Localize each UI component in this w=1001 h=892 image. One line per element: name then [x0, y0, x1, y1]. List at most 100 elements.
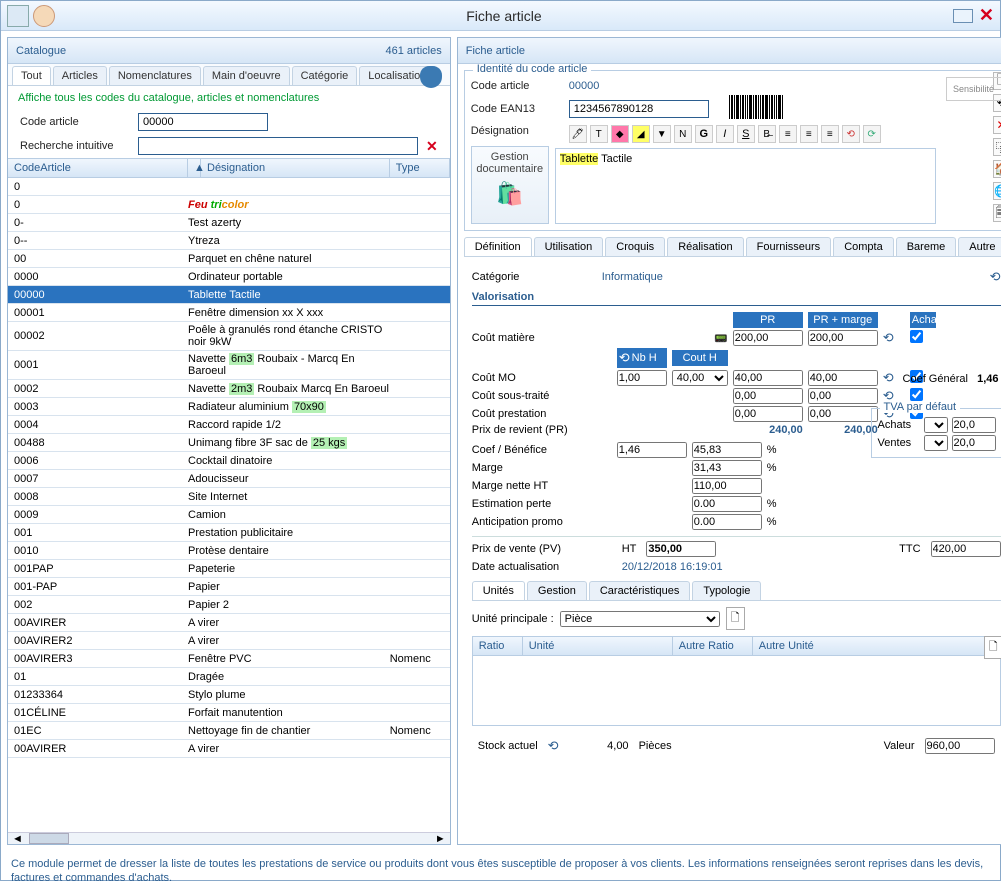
table-row[interactable]: 00AVIRER2A virer [8, 632, 450, 650]
table-row[interactable]: 002Papier 2 [8, 596, 450, 614]
table-row[interactable]: 0002Navette 2m3 Roubaix Marcq En Baroeul [8, 380, 450, 398]
font-icon[interactable]: 🖊 [569, 125, 587, 143]
table-row[interactable]: 00AVIRER3Fenêtre PVCNomenc [8, 650, 450, 668]
fiche-tab-6[interactable]: Bareme [896, 237, 957, 256]
fiche-tab-3[interactable]: Réalisation [667, 237, 743, 256]
table-row[interactable]: 01ECNettoyage fin de chantierNomenc [8, 722, 450, 740]
refresh-cm-icon[interactable]: ⟲ [883, 330, 905, 346]
table-row[interactable]: 0004Raccord rapide 1/2 [8, 416, 450, 434]
refresh-categorie-icon[interactable]: ⟲ [990, 269, 1001, 285]
cout-matiere-ck[interactable] [910, 330, 923, 343]
code-article-input[interactable] [138, 113, 268, 131]
dropdown-icon[interactable]: ▼ [653, 125, 671, 143]
categorie-value[interactable]: Informatique [602, 271, 990, 283]
refresh-mo-icon[interactable]: ⟲ [883, 370, 905, 386]
strike-icon[interactable]: B̶ [758, 125, 776, 143]
cout-pres-pr[interactable] [733, 406, 803, 422]
table-row[interactable]: 0Feu tricolor [8, 196, 450, 214]
stock-valeur[interactable] [925, 738, 995, 754]
fiche-tab-4[interactable]: Fournisseurs [746, 237, 832, 256]
cout-st-pr[interactable] [733, 388, 803, 404]
fiche-tab-1[interactable]: Utilisation [534, 237, 604, 256]
unit-princ-select[interactable]: Pièce [560, 611, 720, 627]
table-row[interactable]: 0 [8, 178, 450, 196]
fiche-tab-7[interactable]: Autre [958, 237, 1001, 256]
cout-mo-pr[interactable] [733, 370, 803, 386]
unit-tab-1[interactable]: Gestion [527, 581, 587, 600]
table-row[interactable]: 00001Fenêtre dimension xx X xxx [8, 304, 450, 322]
table-row[interactable]: 0007Adoucisseur [8, 470, 450, 488]
table-row[interactable]: 0001Navette 6m3 Roubaix - Marcq En Baroe… [8, 351, 450, 380]
catalogue-tab-0[interactable]: Tout [12, 66, 51, 85]
table-row[interactable]: 00000Tablette Tactile [8, 286, 450, 304]
unit-tab-0[interactable]: Unités [472, 581, 525, 600]
table-row[interactable]: 00AVIRERA virer [8, 614, 450, 632]
table-row[interactable]: 0008Site Internet [8, 488, 450, 506]
cout-matiere-pr[interactable] [733, 330, 803, 346]
table-row[interactable]: 0-Test azerty [8, 214, 450, 232]
table-row[interactable]: 001Prestation publicitaire [8, 524, 450, 542]
refresh-stock-icon[interactable]: ⟲ [548, 738, 559, 754]
table-row[interactable]: 00AVIRERA virer [8, 740, 450, 758]
coef-1[interactable] [617, 442, 687, 458]
table-row[interactable]: 0003Radiateur aluminium 70x90 [8, 398, 450, 416]
new-row-icon[interactable]: 🗋 [984, 636, 1001, 659]
highlight-icon[interactable]: ◢ [632, 125, 650, 143]
undo-icon[interactable]: ⟲ [842, 125, 860, 143]
cout-mo-nbh[interactable] [617, 370, 667, 386]
cout-mo-couth[interactable]: 40,00 [672, 370, 728, 386]
tva-ventes-select[interactable] [924, 435, 948, 451]
coef-2[interactable] [692, 442, 762, 458]
unit-grid[interactable] [472, 656, 1001, 726]
sensibilite-button[interactable]: Sensibilité [946, 77, 1001, 101]
align-right-icon[interactable]: ≡ [821, 125, 839, 143]
recherche-input[interactable] [138, 137, 418, 155]
new-unit-icon[interactable]: 🗋 [726, 607, 745, 630]
designation-editor[interactable]: Tablette Tactile [555, 148, 936, 224]
normal-icon[interactable]: N [674, 125, 692, 143]
est-perte-v[interactable] [692, 496, 762, 512]
table-row[interactable]: 0000Ordinateur portable [8, 268, 450, 286]
col-type[interactable]: Type [390, 159, 450, 177]
gestion-doc-button[interactable]: Gestion documentaire 🛍️ [471, 146, 549, 224]
cout-st-ck[interactable] [910, 388, 923, 401]
table-row[interactable]: 001-PAPPapier [8, 578, 450, 596]
tva-ventes-v[interactable] [952, 435, 996, 451]
fiche-tab-5[interactable]: Compta [833, 237, 894, 256]
pv-ttc[interactable] [931, 541, 1001, 557]
table-row[interactable]: 01Dragée [8, 668, 450, 686]
marge-ht-v[interactable] [692, 478, 762, 494]
horizontal-scrollbar[interactable]: ◄► [8, 832, 450, 844]
tva-achats-v[interactable] [952, 417, 996, 433]
table-row[interactable]: 0--Ytreza [8, 232, 450, 250]
table-row[interactable]: 01CÉLINEForfait manutention [8, 704, 450, 722]
ean-input[interactable] [569, 100, 709, 118]
clear-search-icon[interactable]: ✕ [426, 138, 438, 155]
table-row[interactable]: 001PAPPapeterie [8, 560, 450, 578]
table-row[interactable]: 00Parquet en chêne naturel [8, 250, 450, 268]
catalogue-tab-3[interactable]: Main d'oeuvre [203, 66, 290, 85]
cout-pres-prm[interactable] [808, 406, 878, 422]
sort-icon[interactable]: ▲ [188, 159, 201, 177]
maximize-button[interactable] [953, 9, 973, 23]
unit-tab-3[interactable]: Typologie [692, 581, 761, 600]
unit-tab-2[interactable]: Caractéristiques [589, 581, 690, 600]
table-row[interactable]: 01233364Stylo plume [8, 686, 450, 704]
bold-icon[interactable]: G [695, 125, 713, 143]
catalogue-tab-4[interactable]: Catégorie [292, 66, 358, 85]
antic-v[interactable] [692, 514, 762, 530]
table-row[interactable]: 00488Unimang fibre 3F sac de 25 kgs [8, 434, 450, 452]
fiche-tab-0[interactable]: Définition [464, 237, 532, 256]
col-code[interactable]: CodeArticle [8, 159, 188, 177]
cout-mo-prm[interactable] [808, 370, 878, 386]
pv-ht[interactable] [646, 541, 716, 557]
table-row[interactable]: 0010Protèse dentaire [8, 542, 450, 560]
catalogue-tab-2[interactable]: Nomenclatures [109, 66, 201, 85]
align-center-icon[interactable]: ≡ [800, 125, 818, 143]
table-row[interactable]: 0009Camion [8, 506, 450, 524]
cout-matiere-prm[interactable] [808, 330, 878, 346]
table-row[interactable]: 00002Poêle à granulés rond étanche CRIST… [8, 322, 450, 351]
close-button[interactable]: ✕ [979, 5, 994, 26]
search-icon[interactable] [420, 66, 442, 88]
text-t-icon[interactable]: T [590, 125, 608, 143]
